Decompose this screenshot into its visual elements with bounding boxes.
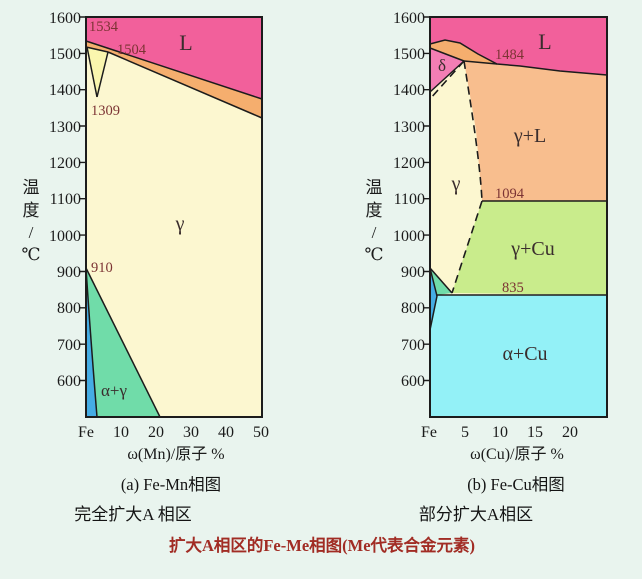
left-y-tick-1300: 1300 <box>49 119 81 136</box>
left-ylabel-char-4: ℃ <box>21 245 40 264</box>
right-chart: 1600 1500 1400 1300 1200 1100 1000 900 8… <box>364 10 608 524</box>
right-y-tick-900: 900 <box>401 264 425 281</box>
right-x-tick-15: 15 <box>527 424 543 441</box>
right-ylabel-char-2: 度 <box>366 201 383 220</box>
left-y-tick-1000: 1000 <box>49 228 81 245</box>
left-ylabel-char-1: 温 <box>23 178 40 197</box>
right-y-tick-1500: 1500 <box>393 46 425 63</box>
right-dashed-gamma-solvus-upper <box>463 60 483 202</box>
right-ylabel-char-1: 温 <box>366 178 383 197</box>
right-phase-label-liquid: L <box>538 29 551 54</box>
right-y-axis-title: 温 度 / ℃ <box>364 178 383 264</box>
left-temp-label-1504: 1504 <box>117 42 147 58</box>
right-y-tick-800: 800 <box>401 300 425 317</box>
right-region-delta <box>430 48 464 92</box>
right-phase-label-gamma: γ <box>451 173 461 195</box>
left-ylabel-char-3: / <box>29 223 34 242</box>
right-dashed-gamma-solvus-lower <box>451 200 483 294</box>
right-region-gamma-liquid <box>464 61 607 201</box>
right-ylabel-char-3: / <box>372 223 377 242</box>
right-y-tick-1400: 1400 <box>393 82 425 99</box>
figure-title: 扩大A相区的Fe-Me相图(Me代表合金元素) <box>169 535 475 555</box>
left-region-delta <box>87 47 108 97</box>
right-temp-label-1484: 1484 <box>495 47 525 63</box>
right-y-tick-1600: 1600 <box>393 10 425 27</box>
left-delta-left-boundary <box>86 46 98 98</box>
left-chart: 1600 1500 1400 1300 1200 1100 1000 900 8… <box>21 10 269 524</box>
left-phase-label-gamma: γ <box>175 213 185 235</box>
right-x-tick-fe: Fe <box>421 424 437 441</box>
left-peritectic-line <box>85 46 109 53</box>
left-x-axis-label: ω(Mn)/原子 % <box>127 445 224 463</box>
left-y-tick-800: 800 <box>57 300 81 317</box>
left-phase-label-alpha-gamma: α+γ <box>101 381 127 400</box>
left-solidus-line <box>107 51 263 119</box>
left-delta-right-boundary <box>96 51 109 98</box>
right-region-alpha <box>430 268 437 330</box>
right-y-tick-1000: 1000 <box>393 228 425 245</box>
left-x-tick-50: 50 <box>253 424 269 441</box>
right-subcaption: 部分扩大A相区 <box>419 505 533 524</box>
right-y-tick-1300: 1300 <box>393 119 425 136</box>
left-y-tick-600: 600 <box>57 373 81 390</box>
right-x-tick-10: 10 <box>492 424 508 441</box>
right-region-delta-liquid <box>430 40 497 64</box>
left-x-tick-40: 40 <box>218 424 234 441</box>
left-x-tick-fe: Fe <box>78 424 94 441</box>
right-temp-label-1094: 1094 <box>495 186 525 202</box>
left-y-tick-1100: 1100 <box>50 191 81 208</box>
right-ylabel-char-4: ℃ <box>364 245 383 264</box>
right-plot-frame <box>429 16 608 418</box>
right-alpha-boundary <box>429 267 438 331</box>
left-temp-label-1534: 1534 <box>89 19 119 35</box>
left-x-tick-20: 20 <box>148 424 164 441</box>
left-subcaption: 完全扩大A 相区 <box>74 505 192 524</box>
right-dashed-delta-extension <box>429 60 465 100</box>
left-y-tick-1200: 1200 <box>49 155 81 172</box>
right-temp-label-835: 835 <box>502 280 524 296</box>
right-y-tick-1200: 1200 <box>393 155 425 172</box>
left-ylabel-char-2: 度 <box>23 201 40 220</box>
right-delta-top-boundary <box>429 47 465 62</box>
left-temp-label-1309: 1309 <box>91 103 120 119</box>
right-alpha-gamma-top-boundary <box>429 267 453 294</box>
left-caption: (a) Fe-Mn相图 <box>121 475 221 494</box>
right-y-tick-1100: 1100 <box>394 191 425 208</box>
right-x-tick-20: 20 <box>562 424 578 441</box>
left-temp-label-910: 910 <box>91 260 113 276</box>
right-caption: (b) Fe-Cu相图 <box>467 475 565 494</box>
right-phase-label-delta: δ <box>438 56 446 75</box>
right-x-tick-5: 5 <box>461 424 469 441</box>
left-x-tick-10: 10 <box>113 424 129 441</box>
left-y-tick-1500: 1500 <box>49 46 81 63</box>
right-phase-label-gamma-cu: γ+Cu <box>510 238 554 260</box>
left-y-tick-900: 900 <box>57 264 81 281</box>
left-y-tick-700: 700 <box>57 337 81 354</box>
left-phase-label-liquid: L <box>179 30 192 55</box>
right-liquidus-line <box>429 39 608 76</box>
left-y-tick-1400: 1400 <box>49 82 81 99</box>
left-y-tick-1600: 1600 <box>49 10 81 27</box>
right-region-liquid <box>430 17 607 75</box>
left-x-tick-30: 30 <box>183 424 199 441</box>
left-y-axis-ticks <box>80 16 86 382</box>
right-y-tick-700: 700 <box>401 337 425 354</box>
right-y-axis-ticks <box>424 16 430 382</box>
right-region-alpha-cu <box>430 295 607 417</box>
right-phase-label-gamma-l: γ+L <box>513 125 546 147</box>
right-peritectic-line <box>463 60 498 65</box>
right-phase-label-alpha-cu: α+Cu <box>502 343 547 365</box>
left-gamma-alpha-boundary <box>85 267 161 418</box>
left-liquidus-line <box>85 40 263 100</box>
left-region-liquid <box>86 17 262 99</box>
right-region-gamma-cu <box>452 201 607 295</box>
left-y-axis-title: 温 度 / ℃ <box>21 178 40 264</box>
right-y-tick-600: 600 <box>401 373 425 390</box>
right-x-axis-label: ω(Cu)/原子 % <box>470 445 564 463</box>
left-plot-frame <box>85 16 263 418</box>
